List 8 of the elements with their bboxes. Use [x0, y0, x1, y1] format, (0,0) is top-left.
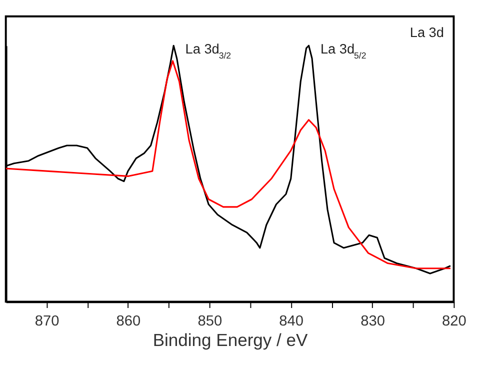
- x-tick-label: 830: [360, 314, 385, 330]
- x-axis-title: Binding Energy / eV: [152, 330, 308, 350]
- x-tick-label: 840: [279, 314, 304, 330]
- x-tick-label: 820: [442, 314, 466, 330]
- x-tick-label: 860: [116, 314, 141, 330]
- text: La 3d: [410, 24, 444, 40]
- x-tick-label: 870: [34, 314, 60, 330]
- x-tick-label: 850: [198, 314, 222, 330]
